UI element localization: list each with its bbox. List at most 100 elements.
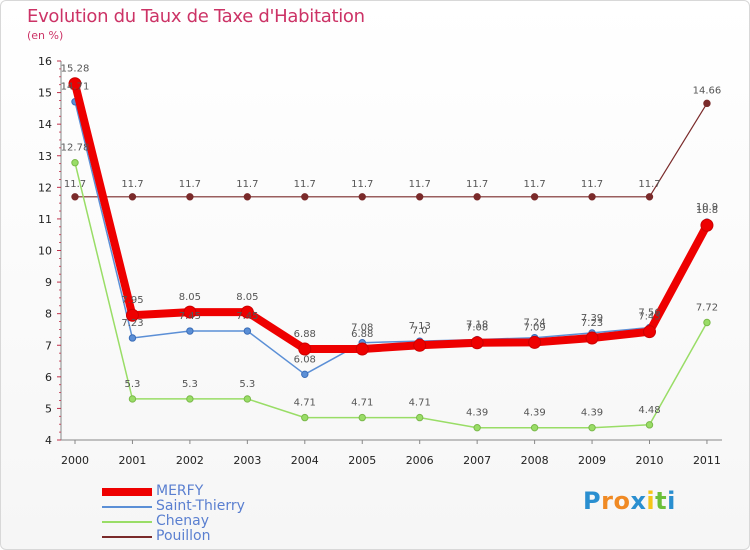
data-label-chenay: 4.71	[409, 398, 431, 409]
data-label-merfy: 6.88	[351, 329, 373, 340]
data-label-merfy: 8.05	[236, 292, 258, 303]
data-label-saint-thierry: 7.56	[638, 308, 660, 319]
data-label-chenay: 5.3	[239, 379, 255, 390]
data-label-chenay: 4.39	[581, 408, 603, 419]
data-point-chenay	[530, 423, 539, 432]
y-tick-label: 11	[38, 213, 52, 226]
data-label-pouillon: 11.7	[523, 179, 545, 190]
data-point-merfy	[413, 338, 427, 352]
x-tick-label: 2010	[636, 454, 664, 467]
data-point-pouillon	[128, 193, 137, 201]
data-label-merfy: 7.08	[466, 323, 488, 334]
data-label-pouillon: 11.7	[294, 179, 316, 190]
x-tick-label: 2000	[61, 454, 89, 467]
data-point-merfy	[643, 325, 656, 339]
data-label-pouillon: 11.7	[409, 179, 431, 190]
data-label-chenay: 12.78	[61, 143, 90, 154]
data-point-chenay	[128, 395, 137, 403]
data-point-merfy	[355, 342, 369, 356]
data-point-saint-thierry	[301, 370, 309, 379]
legend-label-pouillon: Pouillon	[156, 528, 211, 544]
logo-letter: t	[655, 487, 668, 515]
data-label-pouillon: 11.7	[236, 179, 258, 190]
proxiti-logo: Proxiti	[583, 487, 676, 515]
data-point-pouillon	[416, 193, 424, 201]
data-label-chenay: 4.71	[294, 398, 316, 409]
data-label-merfy: 6.88	[294, 329, 316, 340]
data-point-chenay	[186, 395, 194, 403]
data-label-saint-thierry: 14.71	[61, 82, 90, 93]
data-label-pouillon: 11.7	[351, 179, 373, 190]
data-label-pouillon: 11.7	[179, 179, 201, 190]
data-point-chenay	[243, 395, 252, 403]
legend-swatch-merfy	[102, 488, 152, 496]
data-point-chenay	[416, 413, 424, 422]
data-point-pouillon	[473, 193, 481, 201]
data-point-saint-thierry	[128, 334, 137, 342]
data-point-merfy	[298, 342, 312, 356]
data-label-merfy: 7.43	[638, 312, 660, 323]
data-label-saint-thierry: 7.23	[121, 318, 143, 329]
data-label-chenay: 7.72	[696, 303, 718, 314]
y-tick-label: 5	[45, 402, 52, 415]
data-label-pouillon: 11.7	[64, 179, 86, 190]
legend-swatch-saint-thierry	[102, 506, 152, 508]
data-label-saint-thierry: 7.08	[351, 323, 373, 334]
legend-swatch-pouillon	[102, 536, 152, 538]
legend-label-merfy: MERFY	[156, 483, 204, 499]
data-point-saint-thierry	[243, 327, 252, 335]
logo-letter: x	[630, 487, 647, 515]
data-point-pouillon	[645, 193, 654, 201]
x-tick-label: 2005	[348, 454, 376, 467]
data-label-merfy: 7.95	[121, 295, 143, 306]
y-tick-label: 14	[38, 118, 52, 131]
data-label-merfy: 7.09	[523, 322, 545, 333]
data-label-pouillon: 11.7	[638, 179, 660, 190]
y-tick-label: 16	[38, 55, 52, 68]
chart-title: Evolution du Taux de Taxe d'Habitation	[27, 6, 365, 27]
data-point-pouillon	[703, 99, 711, 108]
data-point-merfy	[183, 305, 197, 319]
logo-letter: i	[646, 487, 656, 515]
data-label-merfy: 7.0	[412, 325, 428, 336]
y-tick-label: 4	[45, 434, 52, 447]
x-tick-label: 2004	[291, 454, 319, 467]
data-point-pouillon	[588, 193, 596, 201]
data-point-merfy	[700, 218, 714, 232]
data-label-saint-thierry: 6.08	[294, 354, 316, 365]
data-label-chenay: 4.48	[638, 405, 660, 416]
data-point-pouillon	[243, 193, 252, 201]
data-point-merfy	[528, 335, 542, 349]
data-label-saint-thierry: 7.24	[523, 318, 545, 329]
legend-label-chenay: Chenay	[156, 513, 209, 529]
logo-letter: P	[583, 487, 602, 515]
data-label-saint-thierry: 7.45	[179, 311, 201, 322]
data-label-chenay: 5.3	[182, 379, 198, 390]
data-point-merfy	[240, 305, 254, 319]
data-point-pouillon	[186, 193, 194, 201]
x-tick-label: 2008	[521, 454, 549, 467]
data-label-saint-thierry: 10.9	[696, 202, 718, 213]
data-label-merfy: 8.05	[179, 292, 201, 303]
data-point-chenay	[703, 318, 711, 327]
series-line-saint-thierry	[74, 100, 708, 376]
logo-letter: r	[601, 487, 614, 515]
data-label-saint-thierry: 7.45	[236, 311, 258, 322]
series-line-chenay	[74, 161, 708, 429]
x-tick-label: 2007	[463, 454, 491, 467]
data-label-merfy: 15.28	[61, 64, 90, 75]
legend-swatch-chenay	[102, 521, 152, 523]
data-label-pouillon: 11.7	[121, 179, 143, 190]
data-point-merfy	[585, 331, 599, 345]
y-tick-label: 15	[38, 87, 52, 100]
data-label-saint-thierry: 7.39	[581, 313, 603, 324]
y-tick-label: 8	[45, 308, 52, 321]
y-tick-label: 6	[45, 371, 52, 384]
y-tick-label: 13	[38, 150, 52, 163]
data-label-pouillon: 11.7	[466, 179, 488, 190]
x-tick-label: 2003	[233, 454, 261, 467]
data-point-chenay	[588, 423, 596, 432]
data-point-chenay	[71, 158, 79, 167]
data-label-saint-thierry: 7.18	[466, 320, 488, 331]
